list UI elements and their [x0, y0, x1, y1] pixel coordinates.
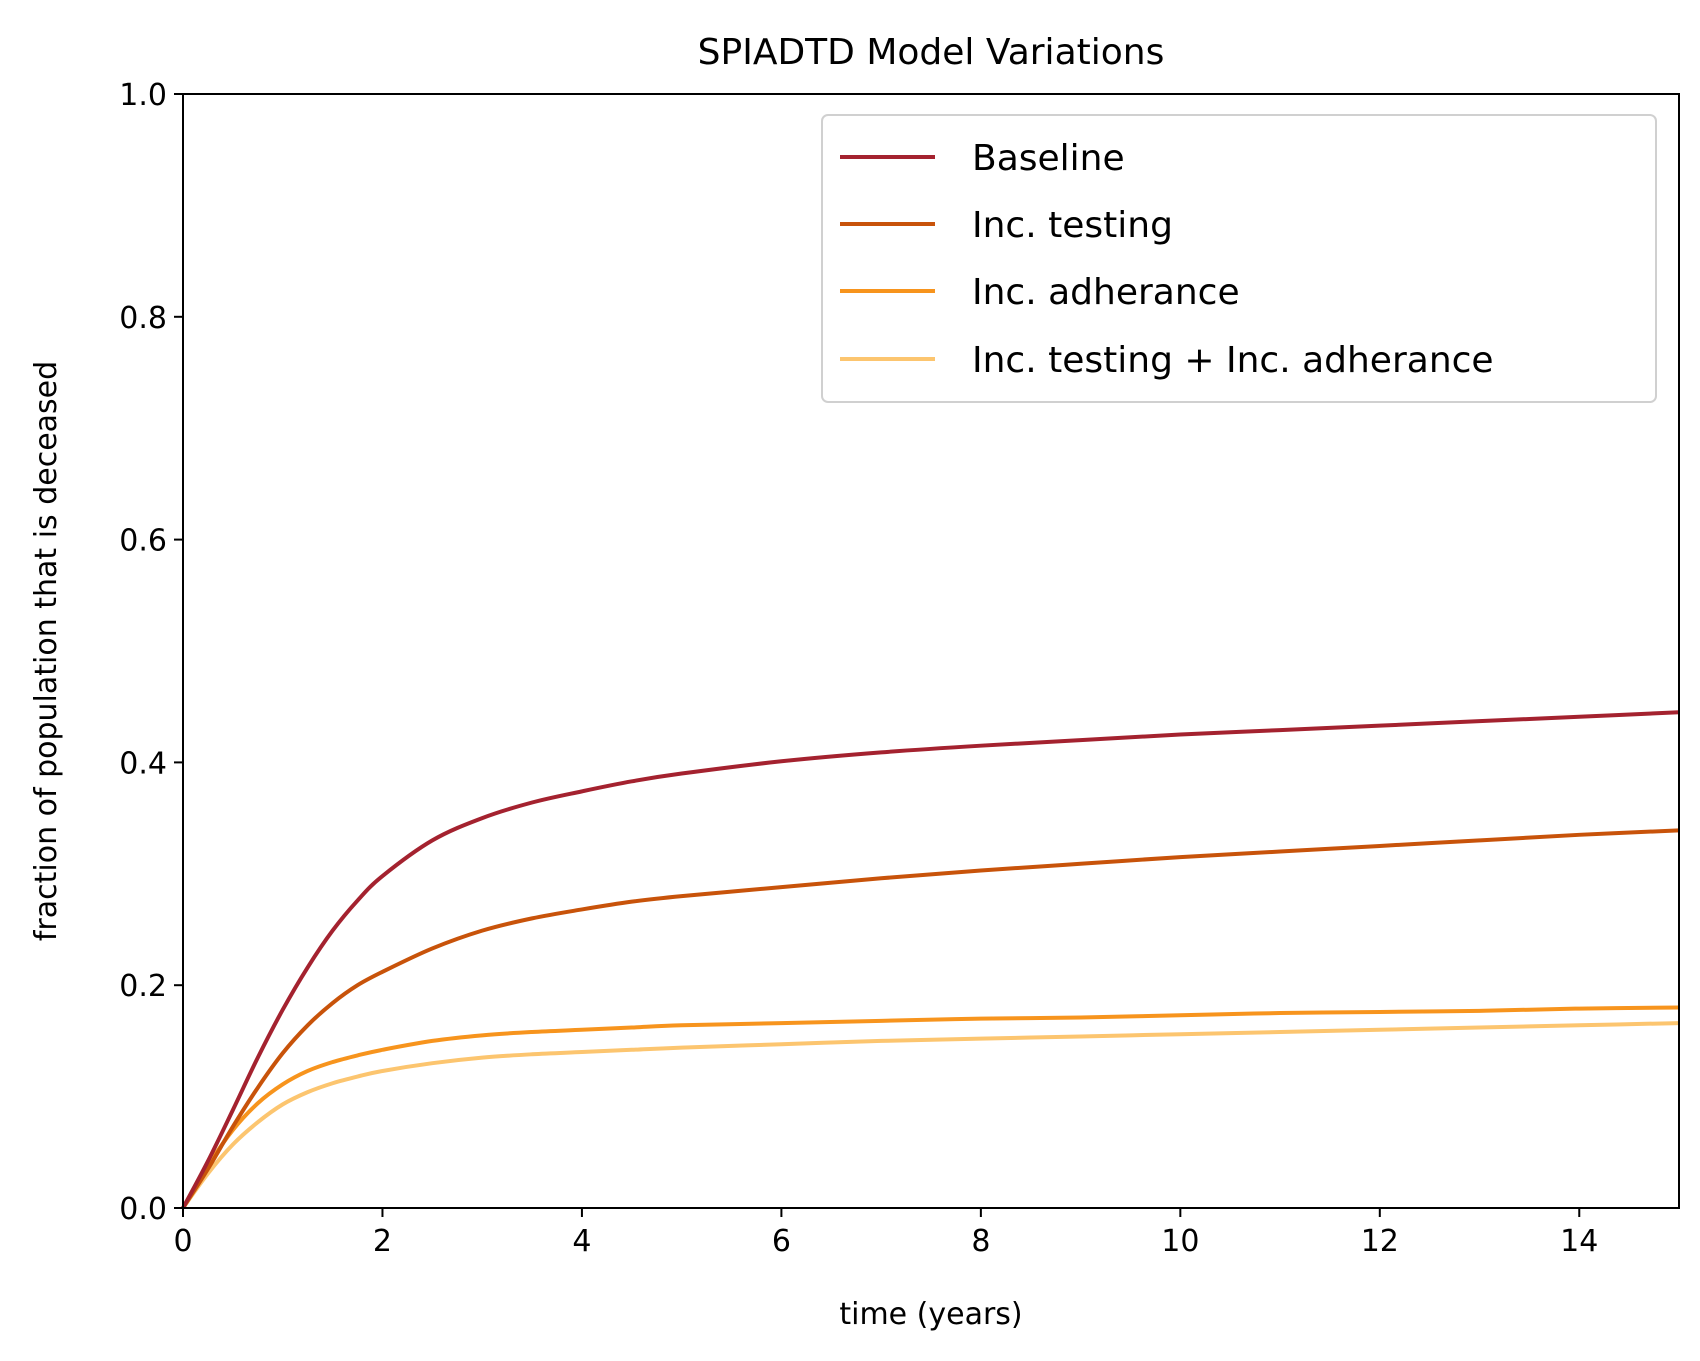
- series-line-3: [181, 1005, 1680, 1210]
- legend-entries: Baseline Inc. testing Inc. adherance Inc. t…: [840, 138, 1494, 381]
- plot-area: [181, 93, 1680, 1210]
- chart-title: SPIADTD Model Variations: [698, 32, 1165, 73]
- y-tick-label: 0.2: [119, 969, 167, 1004]
- y-tick-label: 0.4: [119, 746, 167, 781]
- legend-label: Baseline: [972, 138, 1125, 179]
- x-tick-label: 8: [971, 1224, 990, 1259]
- legend-entry: Inc. testing + Inc. adherance: [840, 340, 1494, 381]
- y-tick-label: 1.0: [119, 78, 167, 113]
- legend: Baseline Inc. testing Inc. adherance Inc. t…: [821, 114, 1657, 403]
- x-tick-label: 2: [373, 1224, 392, 1259]
- series-line-1: [181, 710, 1680, 1209]
- legend-label: Inc. adherance: [972, 272, 1240, 313]
- legend-label: Inc. testing + Inc. adherance: [972, 340, 1494, 381]
- legend-box: [821, 114, 1657, 403]
- x-tick-label: 0: [173, 1224, 192, 1259]
- x-axis: 0 2 4 6 8 10 12 14: [173, 1208, 1598, 1259]
- x-tick-label: 4: [572, 1224, 591, 1259]
- legend-entry: Inc. testing: [840, 205, 1173, 246]
- series-layer: [181, 710, 1680, 1210]
- legend-label: Inc. testing: [972, 205, 1173, 246]
- series-line-2: [181, 828, 1680, 1210]
- axes-frame: [182, 93, 1680, 1209]
- x-tick-label: 10: [1161, 1224, 1199, 1259]
- legend-entry: Baseline: [840, 138, 1125, 179]
- x-axis-label: time (years): [839, 1297, 1022, 1332]
- x-tick-label: 14: [1560, 1224, 1598, 1259]
- series-line-4: [181, 1021, 1680, 1210]
- x-tick-label: 6: [772, 1224, 791, 1259]
- y-tick-label: 0.8: [119, 301, 167, 336]
- y-axis: 0.0 0.2 0.4 0.6 0.8 1.0: [119, 78, 183, 1227]
- y-tick-label: 0.6: [119, 524, 167, 559]
- legend-entry: Inc. adherance: [840, 272, 1240, 313]
- y-axis-label: fraction of population that is deceased: [29, 361, 64, 941]
- x-tick-label: 12: [1361, 1224, 1399, 1259]
- y-tick-label: 0.0: [119, 1192, 167, 1227]
